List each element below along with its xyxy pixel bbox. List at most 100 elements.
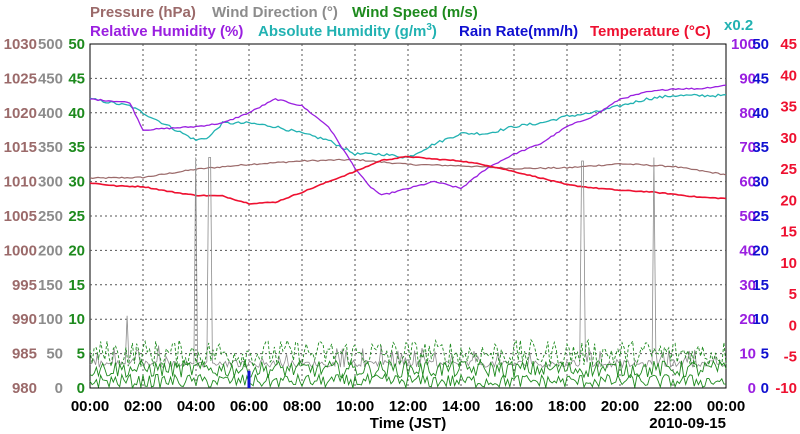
tick-label-wind-direction: 50 (46, 346, 63, 363)
tick-label-wind-speed: 10 (68, 311, 85, 328)
tick-label-rain: 40 (752, 105, 769, 122)
tick-label-time: 16:00 (495, 398, 533, 415)
tick-label-time: 08:00 (283, 398, 321, 415)
tick-label-pressure: 985 (12, 346, 37, 363)
tick-label-humidity: 100 (731, 36, 756, 53)
legend-absolute-humidity: Absolute Humidity (g/m3) (258, 22, 437, 40)
series-line-relative_humidity (89, 84, 727, 196)
tick-label-wind-direction: 400 (38, 105, 63, 122)
grid-lines (90, 44, 726, 388)
tick-label-humidity: 10 (739, 346, 756, 363)
tick-label-temperature: -5 (784, 349, 797, 366)
tick-label-temperature: 5 (789, 286, 797, 303)
tick-label-wind-direction: 350 (38, 139, 63, 156)
tick-label-time: 18:00 (548, 398, 586, 415)
tick-label-pressure: 995 (12, 277, 37, 294)
tick-label-pressure: 1010 (4, 174, 37, 191)
tick-label-humidity: 20 (739, 311, 756, 328)
tick-label-temperature: -10 (775, 380, 797, 397)
tick-label-humidity: 80 (739, 105, 756, 122)
tick-label-wind-speed: 0 (77, 380, 85, 397)
tick-label-rain: 5 (761, 346, 769, 363)
series-line-wind-speed-min (89, 372, 727, 390)
tick-label-wind-speed: 45 (68, 70, 85, 87)
tick-label-pressure: 1030 (4, 36, 37, 53)
series-line-wind-speed-gust (89, 338, 727, 369)
tick-label-temperature: 35 (780, 99, 797, 116)
tick-label-temperature: 20 (780, 192, 797, 209)
tick-label-pressure: 1000 (4, 242, 37, 259)
tick-label-wind-direction: 150 (38, 277, 63, 294)
axis-tick-labels: 1030102510201015101010051000995990985980… (4, 36, 797, 415)
series-lines (89, 84, 727, 390)
tick-label-rain: 45 (752, 70, 769, 87)
legend-relative-humidity: Relative Humidity (%) (90, 23, 243, 40)
tick-label-temperature: 25 (780, 161, 797, 178)
tick-label-time: 04:00 (177, 398, 215, 415)
legend-absolute-humidity-suffix: ) (432, 23, 437, 40)
legend-absolute-humidity-sup: 3 (426, 22, 432, 33)
legend-scale-note: x0.2 (724, 17, 753, 34)
tick-label-time: 20:00 (601, 398, 639, 415)
tick-label-temperature: 30 (780, 130, 797, 147)
series-line-wind_direction (89, 157, 725, 369)
tick-label-time: 12:00 (389, 398, 427, 415)
tick-label-rain: 20 (752, 242, 769, 259)
tick-label-pressure: 1005 (4, 208, 37, 225)
tick-label-temperature: 10 (780, 255, 797, 272)
tick-label-rain: 0 (761, 380, 769, 397)
tick-label-humidity: 30 (739, 277, 756, 294)
tick-label-wind-speed: 30 (68, 174, 85, 191)
tick-label-pressure: 980 (12, 380, 37, 397)
tick-label-temperature: 0 (789, 317, 797, 334)
tick-label-time: 00:00 (707, 398, 745, 415)
tick-label-rain: 15 (752, 277, 769, 294)
tick-label-wind-direction: 500 (38, 36, 63, 53)
x-axis-label: Time (JST) (370, 415, 446, 432)
legend-wind-speed: Wind Speed (m/s) (352, 4, 478, 21)
legend-temperature: Temperature (°C) (590, 23, 711, 40)
tick-label-pressure: 1015 (4, 139, 37, 156)
tick-label-temperature: 40 (780, 67, 797, 84)
tick-label-wind-speed: 50 (68, 36, 85, 53)
tick-label-pressure: 1020 (4, 105, 37, 122)
tick-label-temperature: 15 (780, 224, 797, 241)
tick-label-rain: 25 (752, 208, 769, 225)
tick-label-time: 10:00 (336, 398, 374, 415)
tick-label-rain: 35 (752, 139, 769, 156)
tick-label-wind-speed: 5 (77, 346, 85, 363)
legend-absolute-humidity-prefix: Absolute Humidity (g/m (258, 23, 426, 40)
tick-label-rain: 30 (752, 174, 769, 191)
tick-label-wind-direction: 450 (38, 70, 63, 87)
tick-label-rain: 50 (752, 36, 769, 53)
tick-label-wind-direction: 200 (38, 242, 63, 259)
tick-label-humidity: 90 (739, 70, 756, 87)
rain-rate-bar (247, 370, 251, 388)
tick-label-humidity: 50 (739, 208, 756, 225)
chart-date: 2010-09-15 (649, 415, 726, 432)
tick-label-time: 06:00 (230, 398, 268, 415)
tick-label-humidity: 70 (739, 139, 756, 156)
tick-label-wind-speed: 40 (68, 105, 85, 122)
tick-label-pressure: 1025 (4, 70, 37, 87)
tick-label-humidity: 40 (739, 242, 756, 259)
tick-label-humidity: 0 (748, 380, 756, 397)
tick-label-rain: 10 (752, 311, 769, 328)
tick-label-humidity: 60 (739, 174, 756, 191)
tick-label-temperature: 45 (780, 36, 797, 53)
tick-label-time: 00:00 (71, 398, 109, 415)
tick-label-wind-speed: 20 (68, 242, 85, 259)
tick-label-time: 14:00 (442, 398, 480, 415)
tick-label-wind-direction: 0 (55, 380, 63, 397)
legend-rain-rate: Rain Rate(mm/h) (459, 23, 578, 40)
tick-label-wind-speed: 15 (68, 277, 85, 294)
legend-pressure: Pressure (hPa) (90, 4, 196, 21)
tick-label-pressure: 990 (12, 311, 37, 328)
tick-label-wind-direction: 100 (38, 311, 63, 328)
legend-wind-direction: Wind Direction (°) (212, 4, 338, 21)
tick-label-wind-direction: 300 (38, 174, 63, 191)
tick-label-wind-direction: 250 (38, 208, 63, 225)
tick-label-wind-speed: 35 (68, 139, 85, 156)
tick-label-time: 02:00 (124, 398, 162, 415)
